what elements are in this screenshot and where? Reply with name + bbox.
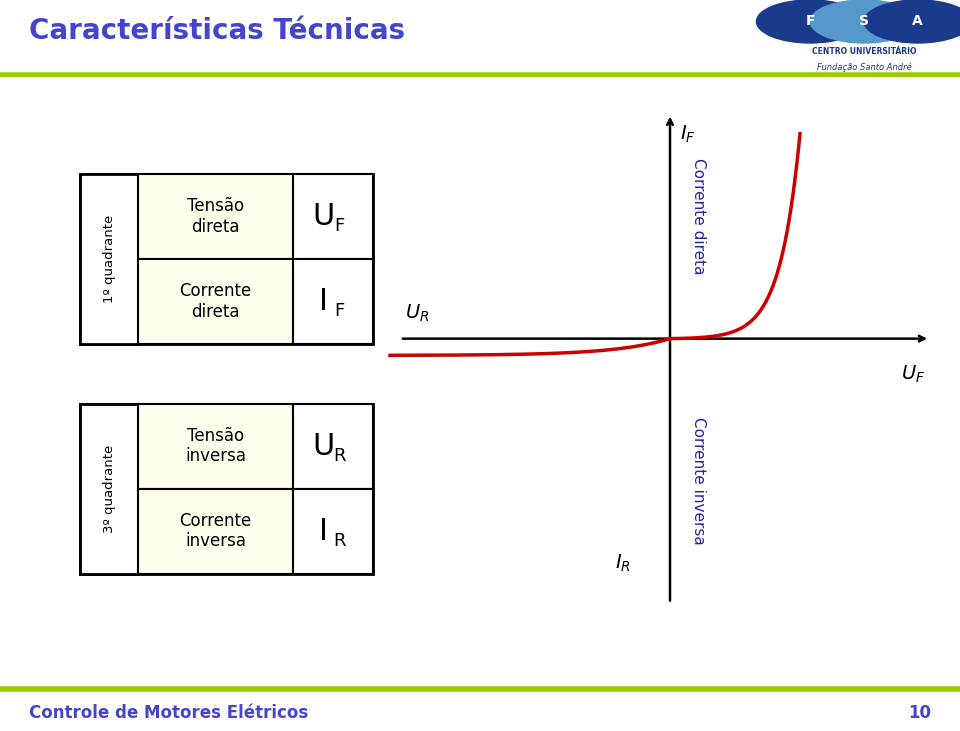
Text: I: I xyxy=(319,287,328,316)
Bar xyxy=(138,174,293,259)
Text: F: F xyxy=(334,303,345,320)
Text: 3º quadrante: 3º quadrante xyxy=(103,444,115,533)
Bar xyxy=(80,174,373,344)
Text: Corrente
inversa: Corrente inversa xyxy=(180,512,252,550)
Bar xyxy=(80,404,373,574)
Text: 10: 10 xyxy=(908,704,931,722)
Text: 1º quadrante: 1º quadrante xyxy=(103,215,115,303)
Text: $U_R$: $U_R$ xyxy=(405,303,429,324)
Text: $I_R$: $I_R$ xyxy=(615,553,631,574)
Text: U: U xyxy=(312,431,334,461)
Circle shape xyxy=(810,0,918,43)
Bar xyxy=(293,404,373,488)
Text: $U_F$: $U_F$ xyxy=(900,363,925,385)
Text: Características Técnicas: Características Técnicas xyxy=(29,17,405,45)
Text: I: I xyxy=(319,517,328,545)
Bar xyxy=(293,259,373,344)
Text: U: U xyxy=(312,202,334,231)
Text: F: F xyxy=(334,217,345,235)
Bar xyxy=(293,174,373,259)
Text: Tensão
inversa: Tensão inversa xyxy=(185,427,246,466)
Bar xyxy=(138,259,293,344)
Text: Fundação Santo André: Fundação Santo André xyxy=(817,62,911,72)
Text: Controle de Motores Elétricos: Controle de Motores Elétricos xyxy=(29,704,308,722)
Bar xyxy=(80,174,138,344)
Text: R: R xyxy=(333,447,346,466)
Text: Corrente inversa: Corrente inversa xyxy=(690,417,706,545)
Text: Tensão
direta: Tensão direta xyxy=(187,197,244,235)
Bar xyxy=(293,488,373,574)
Text: CENTRO UNIVERSITÁRIO: CENTRO UNIVERSITÁRIO xyxy=(812,47,916,56)
Circle shape xyxy=(864,0,960,43)
Text: S: S xyxy=(859,15,869,29)
Text: $I_F$: $I_F$ xyxy=(680,124,696,145)
Text: F: F xyxy=(805,15,815,29)
Text: Corrente
direta: Corrente direta xyxy=(180,281,252,321)
Text: Corrente direta: Corrente direta xyxy=(690,158,706,274)
Bar xyxy=(138,404,293,488)
Bar xyxy=(80,404,138,574)
Bar xyxy=(138,488,293,574)
Text: R: R xyxy=(333,532,346,550)
Circle shape xyxy=(756,0,864,43)
Text: A: A xyxy=(912,15,924,29)
